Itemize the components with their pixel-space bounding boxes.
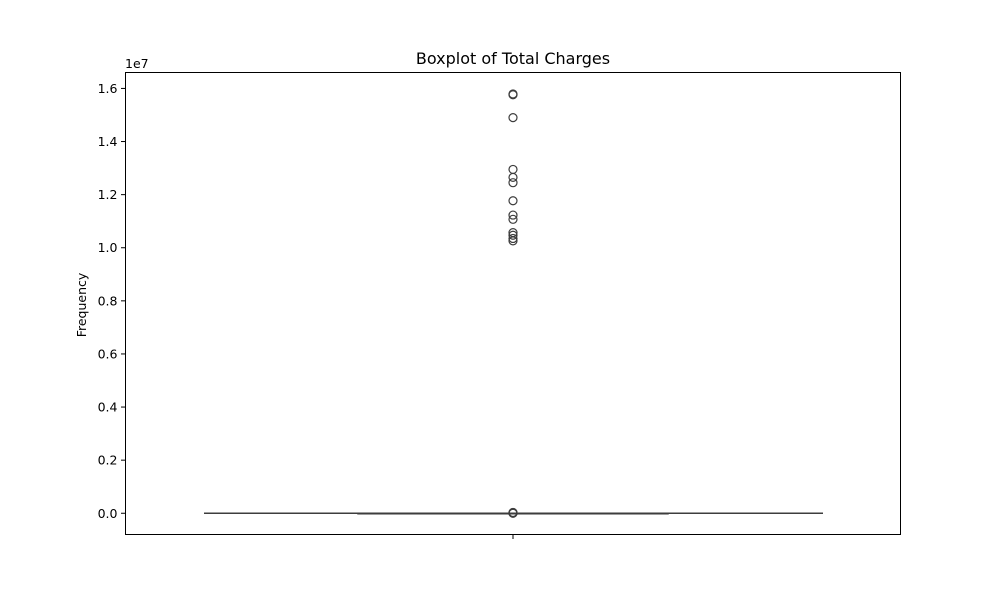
outlier-point xyxy=(508,233,518,244)
y-tick-label: 0.2 xyxy=(98,453,118,468)
outlier-point xyxy=(508,214,518,224)
y-tick-label: 0.4 xyxy=(98,400,118,415)
outlier-point xyxy=(508,230,518,240)
outlier-point xyxy=(508,507,518,518)
outlier-point xyxy=(508,210,518,220)
outlier-point xyxy=(508,90,518,100)
y-tick-label: 1.6 xyxy=(98,81,118,96)
y-tick-label: 1.2 xyxy=(98,187,118,202)
y-tick-label: 0.8 xyxy=(98,293,118,308)
y-tick-label: 0.6 xyxy=(98,346,118,361)
outlier-point xyxy=(508,236,518,246)
box-element xyxy=(204,512,823,515)
outlier-point xyxy=(508,196,518,206)
outlier-point xyxy=(508,178,518,188)
outlier-point xyxy=(508,113,518,123)
y-tick-label: 1.4 xyxy=(98,134,118,149)
y-axis-label: Frequency xyxy=(74,272,89,337)
chart-title: Boxplot of Total Charges xyxy=(416,49,610,68)
outlier-points xyxy=(508,89,518,518)
y-offset-label: 1e7 xyxy=(125,56,149,71)
y-tick-label: 0.0 xyxy=(98,506,118,521)
y-axis-ticks: 0.0 0.2 0.4 0.6 0.8 1.0 1.2 1.4 1.6 xyxy=(98,81,126,521)
outlier-point xyxy=(508,172,518,182)
y-tick-label: 1.0 xyxy=(98,240,118,255)
